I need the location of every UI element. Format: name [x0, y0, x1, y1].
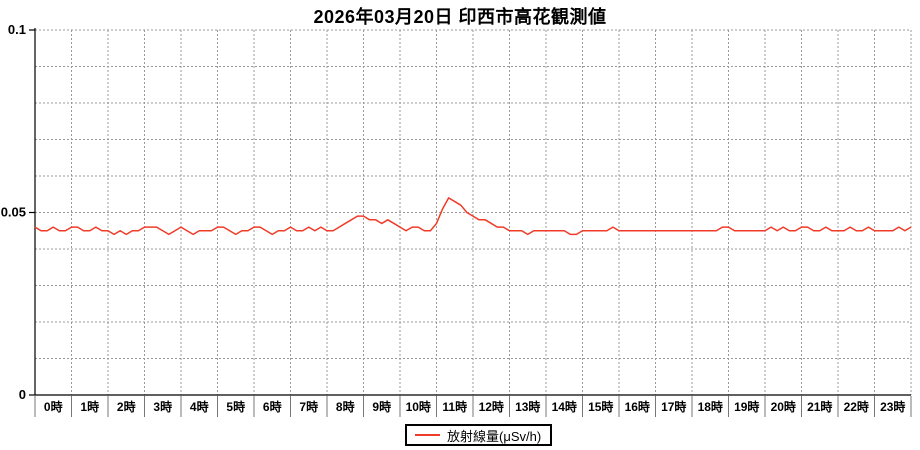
- x-tick-label: 12時: [479, 399, 504, 414]
- x-tick-label: 2時: [117, 399, 136, 414]
- radiation-data-line: [34, 197, 912, 236]
- x-tick-label: 17時: [661, 399, 686, 414]
- legend: 放射線量(μSv/h): [405, 424, 553, 446]
- legend-series-label: 放射線量(μSv/h): [447, 428, 542, 444]
- x-tick-label: 3時: [153, 399, 172, 414]
- x-tick-label: 23時: [880, 399, 905, 414]
- x-tick-label: 1時: [80, 399, 99, 414]
- x-tick-label: 10時: [406, 399, 431, 414]
- series-radiation: [34, 197, 912, 236]
- x-tick-label: 8時: [336, 399, 355, 414]
- x-ticks-and-labels: 0時 1時 2時 3時 4時 5時 6時 7時 8時 9時 10時 11時 12時 13時 14時 15時 16…: [34, 396, 912, 417]
- y-ticks-and-labels: 0 0.05 0.1: [1, 22, 35, 402]
- x-tick-label: 5時: [226, 399, 245, 414]
- y-tick-label: 0.05: [1, 205, 26, 220]
- y-tick-label: 0.1: [8, 22, 26, 37]
- y-tick-label: 0: [19, 387, 26, 402]
- x-tick-label: 6時: [263, 399, 282, 414]
- x-tick-label: 20時: [771, 399, 796, 414]
- x-tick-label: 11時: [442, 399, 467, 414]
- axes: [34, 28, 911, 396]
- x-tick-label: 16時: [625, 399, 650, 414]
- chart-title: 2026年03月20日 印西市高花観測値: [313, 7, 607, 27]
- x-tick-label: 0時: [44, 399, 63, 414]
- x-gridlines: [71, 30, 912, 395]
- x-tick-label: 14時: [552, 399, 577, 414]
- x-tick-label: 15時: [588, 399, 613, 414]
- legend-line-marker: [415, 434, 440, 436]
- x-tick-label: 4時: [190, 399, 209, 414]
- x-tick-label: 19時: [734, 399, 759, 414]
- x-tick-label: 7時: [299, 399, 318, 414]
- x-tick-label: 13時: [515, 399, 540, 414]
- x-tick-label: 9時: [372, 399, 391, 414]
- x-tick-label: 22時: [844, 399, 869, 414]
- x-tick-label: 21時: [807, 399, 832, 414]
- x-tick-label: 18時: [698, 399, 723, 414]
